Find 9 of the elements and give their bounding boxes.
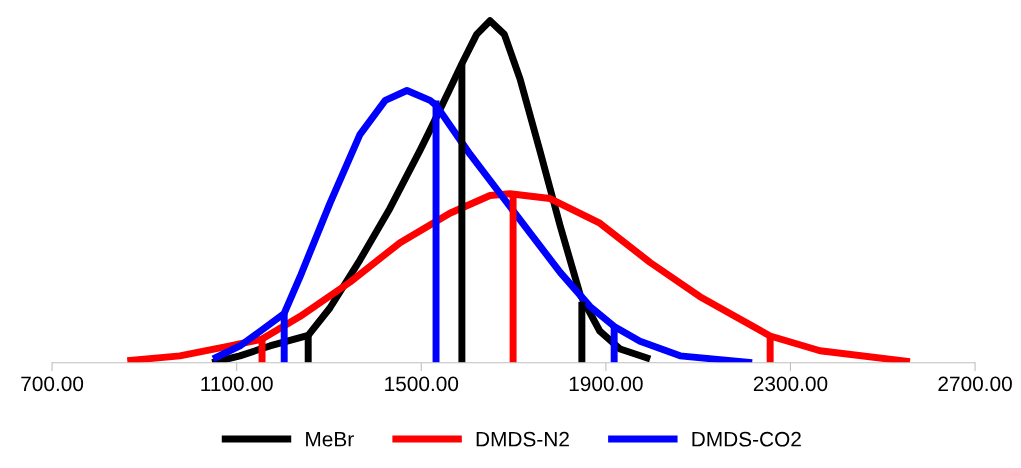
x-tick-label: 2300.00 <box>753 376 828 392</box>
legend-label: DMDS-CO2 <box>692 431 801 447</box>
x-tick-label: 1900.00 <box>569 376 643 392</box>
x-tick-label: 1100.00 <box>201 376 273 392</box>
x-tick-label: 1500.00 <box>385 376 459 392</box>
legend-label: MeBr <box>306 432 354 447</box>
legend-label: DMDS-N2 <box>476 431 569 447</box>
x-tick-label: 700.00 <box>21 376 84 392</box>
x-tick-label: 2700.00 <box>938 376 1012 392</box>
